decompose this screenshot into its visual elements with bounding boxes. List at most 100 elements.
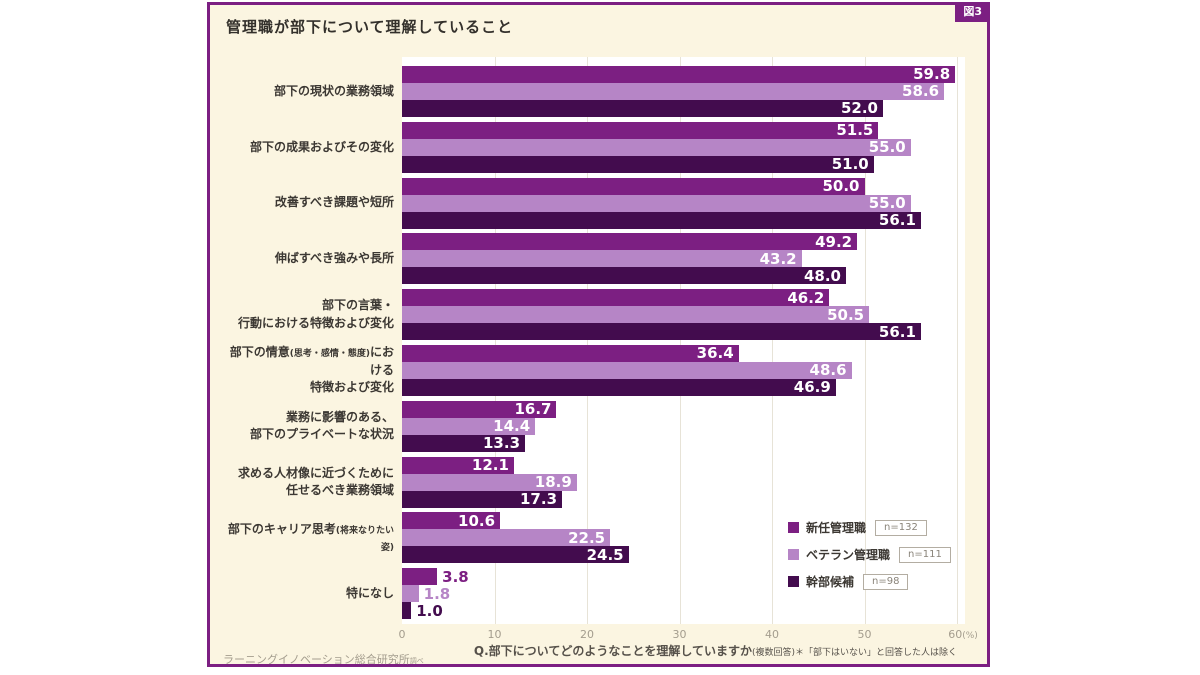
question-footnote: Q.部下についてどのようなことを理解していますか(複数回答)＊「部下はいない」と… (474, 642, 957, 659)
legend-swatch (788, 576, 799, 587)
bar-series2-cat10: 1.8 (402, 585, 450, 603)
category-label-text: 部下のキャリア思考 (227, 521, 336, 536)
bar-value-label: 3.8 (442, 567, 469, 586)
bar-series1-cat8: 12.1 (402, 456, 514, 474)
bar-series2-cat8: 18.9 (402, 472, 577, 491)
legend-sample-size: n=98 (863, 573, 909, 590)
axis-tick: 20 (580, 628, 594, 641)
category-label: 部下の言葉・行動における特徴および変化 (218, 289, 394, 340)
axis-tick: 10 (487, 628, 502, 641)
gridline (494, 57, 496, 624)
bar-series2-cat3: 55.0 (402, 193, 911, 212)
category-label-line: 部下の成果およびその変化 (250, 139, 394, 156)
bar-series3-cat1: 52.0 (402, 99, 883, 118)
bar-value-label: 46.2 (787, 288, 825, 307)
bar-value-label: 43.2 (759, 249, 797, 268)
category-label-text: 伸ばすべき強みや長所 (274, 251, 394, 266)
axis-tick: 60(%) (948, 628, 978, 641)
category-label-line: 部下のプライベートな状況 (250, 426, 394, 443)
bar-series2-cat5: 50.5 (402, 305, 870, 324)
category-label-text: における (369, 345, 394, 377)
bar-value-label: 10.6 (458, 511, 496, 530)
bar-value-label: 55.0 (868, 138, 906, 157)
bar-value-label: 55.0 (868, 193, 906, 212)
bar-series2-cat7: 14.4 (402, 417, 536, 436)
category-label-text: 求める人材像に近づくために (237, 465, 394, 480)
bar-value-label: 56.1 (878, 210, 916, 229)
category-label: 部下の現状の業務領域 (218, 66, 394, 117)
category-label-text: 部下のプライベートな状況 (249, 427, 394, 442)
bar-series1-cat3: 50.0 (402, 177, 865, 195)
bar-value-label: 1.0 (416, 601, 443, 620)
legend-item-2: ベテラン管理職 n=111 (788, 546, 951, 563)
question-note-text: (複数回答)＊「部下はいない」と回答した人は除く (751, 648, 957, 658)
category-label: 改善すべき課題や短所 (218, 178, 394, 229)
category-label-line: 任せるべき業務領域 (286, 482, 394, 499)
bar-series1-cat6: 36.4 (402, 344, 739, 363)
category-label: 伸ばすべき強みや長所 (218, 233, 394, 284)
figure-card: 図3 管理職が部下について理解していること 59.8 58.6 52.0 51.5 55… (207, 2, 990, 667)
x-axis: 0 10 20 30 40 50 60(%) (399, 628, 978, 642)
bar-series1-cat2: 51.5 (402, 121, 879, 139)
bar-series3-cat6: 46.9 (402, 378, 836, 396)
category-label-text: 部下の成果およびその変化 (249, 139, 394, 154)
bar-value-label: 18.9 (534, 472, 572, 491)
bar-series3-cat9: 24.5 (402, 545, 629, 564)
bar-value-label: 50.5 (827, 305, 865, 324)
legend-swatch (788, 549, 799, 560)
category-label-line: 部下の現状の業務領域 (274, 83, 394, 100)
gridline (772, 57, 773, 624)
category-label-text: 特徴および変化 (309, 380, 394, 395)
gridline (587, 57, 588, 624)
bar-value-label: 59.8 (913, 65, 951, 84)
category-label: 特になし (218, 568, 394, 619)
bar-value-label: 58.6 (902, 82, 940, 101)
bar-value-label: 17.3 (520, 489, 558, 508)
category-label-text: 業務に影響のある、 (285, 409, 394, 424)
category-label-text: 部下の言葉・ (321, 298, 394, 313)
category-label-line: 改善すべき課題や短所 (275, 194, 394, 211)
category-label: 部下のキャリア思考(将来なりたい姿) (218, 512, 394, 563)
bar-value-label: 22.5 (568, 528, 606, 547)
category-label: 部下の情意(思考・感情・態度)における特徴および変化 (218, 345, 394, 396)
category-label-text: 行動における特徴および変化 (237, 315, 394, 330)
bar-value-label: 36.4 (696, 344, 734, 363)
bar-value-label: 49.2 (815, 232, 853, 251)
gridline (864, 57, 866, 624)
category-label-text: 特になし (345, 585, 394, 600)
category-label-line: 部下の言葉・ (322, 297, 394, 314)
bar-value-label: 56.1 (878, 322, 916, 341)
legend-swatch (788, 522, 799, 533)
bar-value-label: 1.8 (423, 584, 451, 603)
legend-sample-size: n=132 (875, 519, 927, 536)
bar-value-label: 14.4 (493, 417, 531, 436)
category-label-line: 行動における特徴および変化 (238, 315, 394, 332)
bar-series1-cat5: 46.2 (402, 288, 830, 307)
axis-tick: 50 (857, 628, 872, 641)
bar-series1-cat10: 3.8 (402, 568, 469, 586)
legend: 新任管理職 n=132 ベテラン管理職 n=111 幹部候補 n=98 (788, 519, 951, 590)
legend-item-1: 新任管理職 n=132 (788, 519, 951, 536)
bar-series2-cat1: 58.6 (402, 82, 945, 101)
category-label: 部下の成果およびその変化 (218, 122, 394, 173)
bar-series1-cat4: 49.2 (402, 232, 858, 251)
category-label: 求める人材像に近づくために任せるべき業務領域 (218, 457, 394, 508)
category-label-text: 改善すべき課題や短所 (274, 195, 394, 210)
axis-unit: (%) (962, 631, 978, 641)
bar-value-label: 13.3 (483, 434, 521, 453)
axis-tick: 40 (765, 628, 779, 641)
bar-value-label: 24.5 (586, 545, 624, 564)
bar-series2-cat6: 48.6 (402, 361, 852, 379)
figure-number-badge: 図3 (955, 2, 990, 23)
bar-series3-cat3: 56.1 (402, 210, 921, 229)
category-label-small-text: (思考・感情・態度) (289, 349, 370, 360)
category-label-line: 業務に影響のある、 (286, 409, 394, 426)
gridline (957, 57, 958, 624)
bar-value-label: 48.0 (803, 266, 841, 285)
category-label-line: 部下のキャリア思考(将来なりたい姿) (218, 521, 394, 556)
category-label-text: 部下の情意 (229, 345, 290, 360)
category-label-small-text: (将来なりたい姿) (335, 525, 394, 553)
legend-sample-size: n=111 (899, 546, 951, 563)
bar-value-label: 52.0 (840, 99, 878, 118)
bar-series3-cat5: 56.1 (402, 322, 921, 341)
